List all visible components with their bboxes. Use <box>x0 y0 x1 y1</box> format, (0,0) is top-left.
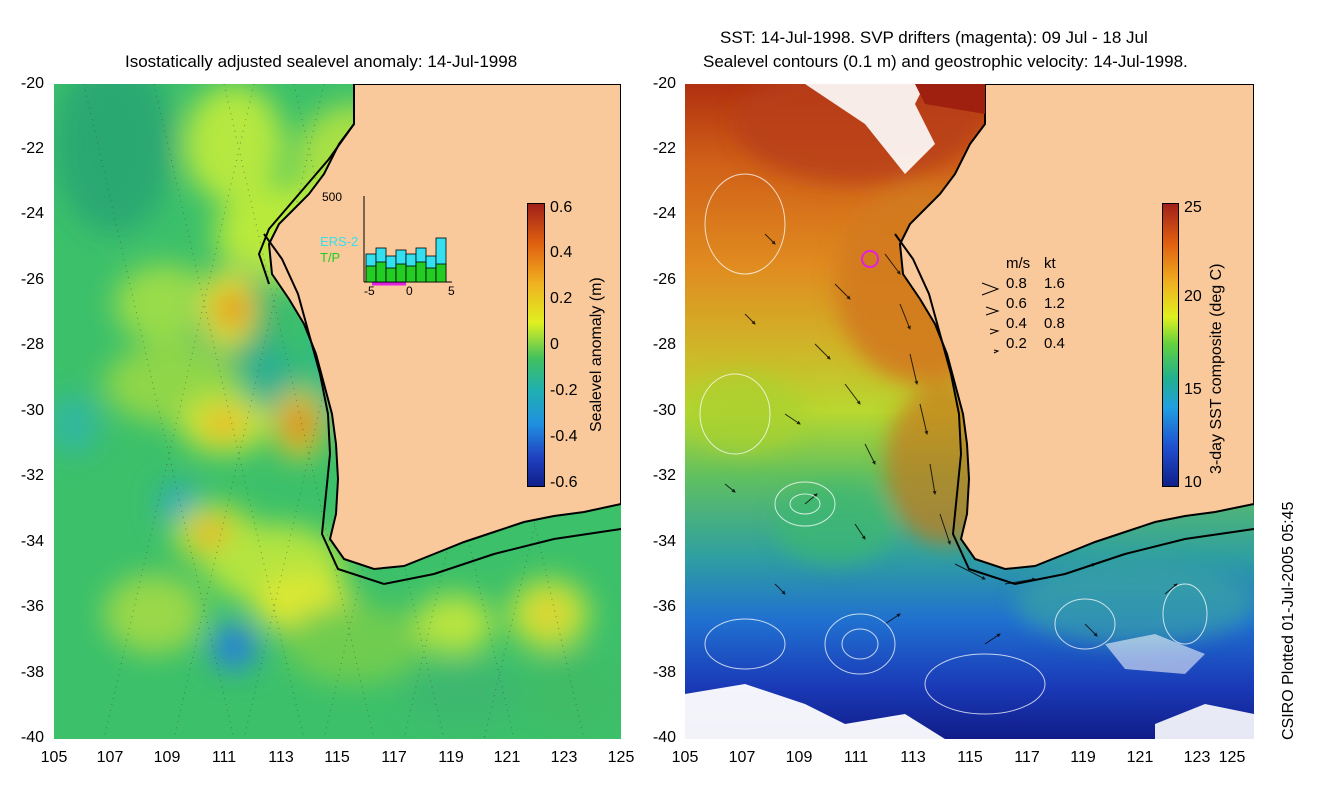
left-y-tick: -24 <box>20 205 44 222</box>
left-x-tick: 107 <box>96 749 124 766</box>
right-y-tick: -20 <box>652 75 676 92</box>
velocity-legend-header-kt: kt <box>1044 255 1056 272</box>
sst-colorbar-label: 3-day SST composite (deg C) <box>1208 263 1225 474</box>
inset-x-tick: 0 <box>406 284 413 298</box>
left-y-tick: -36 <box>20 598 44 615</box>
left-y-tick: -30 <box>20 402 44 419</box>
left-panel-title: Isostatically adjusted sealevel anomaly:… <box>125 52 518 71</box>
left-y-tick: -20 <box>20 75 44 92</box>
right-x-tick: 105 <box>671 749 699 766</box>
right-y-tick: -40 <box>652 729 676 746</box>
right-y-tick: -30 <box>652 402 676 419</box>
left-x-tick: 113 <box>268 749 294 766</box>
sealevel-colorbar <box>527 203 545 487</box>
right-x-tick: 119 <box>1070 749 1096 766</box>
right-y-tick: -36 <box>652 598 676 615</box>
left-x-tick: 105 <box>40 749 68 766</box>
right-x-tick: 113 <box>900 749 926 766</box>
left-y-tick: -26 <box>20 271 44 288</box>
sealevel-colorbar-tick: 0.2 <box>550 290 573 307</box>
velocity-legend-kt: 0.4 <box>1044 335 1065 352</box>
inset-x-tick: 5 <box>448 284 455 298</box>
right-x-tick: 117 <box>1014 749 1040 766</box>
inset-y-max-label: 500 <box>322 190 343 204</box>
velocity-legend-ms: 0.4 <box>1006 315 1027 332</box>
inset-legend-tp: T/P <box>320 250 341 265</box>
velocity-legend-ms: 0.6 <box>1006 295 1027 312</box>
left-x-tick: 115 <box>324 749 350 766</box>
right-y-tick: -38 <box>652 664 676 681</box>
right-y-tick: -34 <box>652 533 676 550</box>
sealevel-colorbar-tick: -0.4 <box>550 428 578 445</box>
left-y-tick: -22 <box>20 140 44 157</box>
inset-x-tick: -5 <box>364 284 375 298</box>
velocity-legend-kt: 0.8 <box>1044 315 1065 332</box>
left-x-tick: 119 <box>438 749 464 766</box>
right-panel-title-line1: SST: 14-Jul-1998. SVP drifters (magenta)… <box>720 28 1148 47</box>
left-y-tick: -32 <box>20 467 44 484</box>
right-x-tick: 125 <box>1218 749 1246 766</box>
inset-legend-ers2: ERS-2 <box>320 234 359 249</box>
sst-map <box>685 84 1254 739</box>
velocity-legend-ms: 0.8 <box>1006 275 1027 292</box>
velocity-legend-ms: 0.2 <box>1006 335 1027 352</box>
sst-colorbar-tick: 15 <box>1184 381 1202 398</box>
velocity-legend: m/s kt 0.8 1.6 0.6 1.2 0.4 0.8 0.2 0.4 <box>980 255 1080 355</box>
left-x-tick: 123 <box>550 749 578 766</box>
right-y-tick: -28 <box>652 336 676 353</box>
sealevel-colorbar-tick: -0.2 <box>550 382 578 399</box>
plot-credit: CSIRO Plotted 01-Jul-2005 05:45 <box>1280 501 1297 740</box>
velocity-legend-kt: 1.2 <box>1044 295 1065 312</box>
sealevel-colorbar-tick: 0.6 <box>550 199 573 216</box>
right-x-tick: 115 <box>957 749 983 766</box>
sealevel-colorbar-tick: 0 <box>550 336 559 353</box>
left-y-tick: -38 <box>20 664 44 681</box>
left-x-tick: 111 <box>211 749 237 766</box>
sst-colorbar <box>1162 203 1179 487</box>
left-y-tick: -40 <box>20 729 44 746</box>
left-x-tick: 125 <box>607 749 635 766</box>
right-panel-title-line2: Sealevel contours (0.1 m) and geostrophi… <box>703 52 1188 71</box>
altimeter-inset: 500 ERS-2 T/P -5 0 5 <box>310 188 460 298</box>
right-x-tick: 109 <box>785 749 813 766</box>
right-x-tick: 111 <box>843 749 869 766</box>
sst-colorbar-tick: 20 <box>1184 288 1202 305</box>
right-x-tick: 107 <box>728 749 756 766</box>
left-x-tick: 121 <box>493 749 521 766</box>
sealevel-colorbar-tick: -0.6 <box>550 474 578 491</box>
sealevel-colorbar-tick: 0.4 <box>550 244 573 261</box>
sst-colorbar-tick: 10 <box>1184 474 1202 491</box>
left-x-tick: 109 <box>153 749 181 766</box>
left-y-tick: -28 <box>20 336 44 353</box>
velocity-legend-header-ms: m/s <box>1006 255 1031 272</box>
left-x-tick: 117 <box>381 749 407 766</box>
sealevel-colorbar-label: Sealevel anomaly (m) <box>588 277 605 432</box>
right-y-tick: -22 <box>652 140 676 157</box>
right-y-tick: -26 <box>652 271 676 288</box>
right-x-tick: 121 <box>1126 749 1154 766</box>
right-x-tick: 123 <box>1183 749 1211 766</box>
right-y-tick: -32 <box>652 467 676 484</box>
velocity-legend-kt: 1.6 <box>1044 275 1065 292</box>
left-y-tick: -34 <box>20 533 44 550</box>
right-y-tick: -24 <box>652 205 676 222</box>
sst-colorbar-tick: 25 <box>1184 199 1202 216</box>
